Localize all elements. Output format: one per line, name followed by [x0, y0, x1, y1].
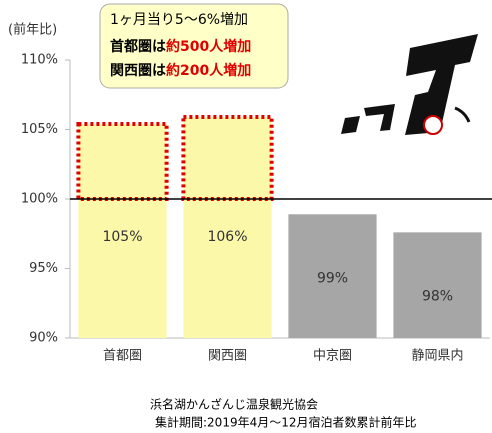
annotation-part: 首都圏は: [110, 38, 166, 55]
x-tick-label: 静岡県内: [411, 348, 463, 364]
value-label: 98%: [422, 288, 453, 304]
y-tick-label: 100%: [21, 192, 58, 207]
y-tick-label: 95%: [29, 261, 58, 276]
bar: [78, 123, 167, 338]
value-label: 99%: [317, 270, 348, 286]
annotation-text: 1ヶ月当り5～6%増加: [110, 12, 248, 28]
value-label: 106%: [207, 229, 247, 245]
bar: [183, 116, 272, 339]
logo: [341, 34, 478, 135]
annotation-part: 約500人増加: [166, 38, 251, 55]
bar: [288, 214, 377, 338]
value-label: 105%: [102, 229, 142, 245]
annotation-text: 関西圏は約200人増加: [110, 62, 251, 79]
x-tick-label: 関西圏: [208, 349, 247, 364]
increase-box: [181, 114, 274, 201]
y-tick-label: 105%: [21, 122, 58, 137]
annotation-part: 約200人増加: [166, 62, 251, 79]
y-axis-label: (前年比): [8, 22, 57, 38]
footer-text: 集計期間:2019年4月～12月宿泊者数累計前年比: [155, 415, 417, 430]
x-tick-label: 首都圏: [103, 349, 142, 364]
x-tick-label: 中京圏: [313, 349, 352, 364]
annotation-box: [99, 3, 289, 89]
increase-box: [76, 121, 169, 201]
annotation-part: 関西圏は: [110, 63, 166, 79]
y-tick-label: 110%: [21, 53, 58, 68]
bar: [393, 232, 482, 338]
footer-text: 浜名湖かんざんじ温泉観光協会: [150, 397, 318, 412]
annotation-text: 首都圏は約500人増加: [110, 38, 251, 55]
y-tick-label: 90%: [29, 331, 58, 346]
